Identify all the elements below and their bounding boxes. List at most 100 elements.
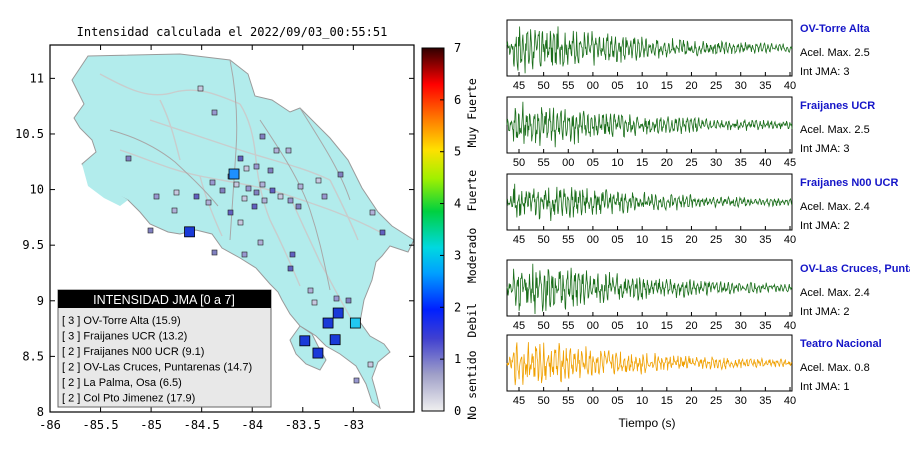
station-intensity-markers xyxy=(184,168,361,359)
map-y-tick-label: 8 xyxy=(37,405,44,419)
station-marker xyxy=(329,334,341,346)
station-int-jma: Int JMA: 3 xyxy=(800,143,850,155)
small-station-marker xyxy=(209,179,216,186)
colorbar-tick-label: 1 xyxy=(454,352,461,366)
station-acel-max: Acel. Max. 2.4 xyxy=(800,287,870,299)
small-station-marker xyxy=(237,155,244,162)
waveform-tick-label: 55 xyxy=(562,395,574,407)
small-station-marker xyxy=(245,185,252,192)
small-station-marker xyxy=(233,181,240,188)
waveform-tick-label: 35 xyxy=(759,320,771,332)
station-name: Teatro Nacional xyxy=(800,338,882,350)
waveform-tick-label: 30 xyxy=(735,80,747,92)
map-y-tick-label: 9.5 xyxy=(22,238,44,252)
map-x-tick-label: -85.5 xyxy=(82,418,118,432)
small-station-marker xyxy=(307,287,314,294)
map-y-tick-label: 10 xyxy=(30,183,44,197)
colorbar-category-label: No sentido xyxy=(465,350,479,419)
waveform-tick-label: 45 xyxy=(513,234,525,246)
waveform-panel: 45 50 55 00 05 10 15 20 25 30 35 40 OV-Las Cruces, P… xyxy=(506,259,910,332)
small-station-marker xyxy=(171,207,178,214)
small-station-marker xyxy=(253,189,260,196)
small-station-marker xyxy=(259,181,266,188)
station-name: Fraijanes N00 UCR xyxy=(800,177,898,189)
station-marker xyxy=(322,317,334,329)
colorbar-tick-label: 3 xyxy=(454,248,461,262)
small-station-marker xyxy=(311,299,318,306)
waveform-tick-label: 20 xyxy=(685,80,697,92)
legend-item: [ 2 ] OV-Las Cruces, Puntarenas (14.7) xyxy=(62,362,252,374)
colorbar-gradient xyxy=(421,47,445,412)
legend-item: [ 2 ] Fraijanes N00 UCR (9.1) xyxy=(62,346,204,358)
station-int-jma: Int JMA: 1 xyxy=(800,381,850,393)
waveform-tick-label: 20 xyxy=(685,234,697,246)
waveform-tick-label: 40 xyxy=(784,234,796,246)
station-int-jma: Int JMA: 2 xyxy=(800,220,850,232)
colorbar-tick-label: 5 xyxy=(454,145,461,159)
colorbar-tick-label: 4 xyxy=(454,197,461,211)
waveform-tick-label: 45 xyxy=(513,80,525,92)
waveform-tick-label: 55 xyxy=(562,80,574,92)
colorbar-ticks: 0 1 2 3 4 5 6 7 xyxy=(440,41,461,418)
legend-items: [ 3 ] OV-Torre Alta (15.9) [ 3 ] Fraijane… xyxy=(62,315,252,405)
small-station-marker xyxy=(219,187,226,194)
waveform-tick-label: 50 xyxy=(538,320,550,332)
waveform-tick-label: 10 xyxy=(636,320,648,332)
waveform-tick-label: 35 xyxy=(735,157,747,169)
waveform-tick-label: 35 xyxy=(759,395,771,407)
waveform-tick-label: 15 xyxy=(636,157,648,169)
waveform-tick-label: 30 xyxy=(735,395,747,407)
small-station-marker xyxy=(285,147,292,154)
waveform-tick-label: 05 xyxy=(611,320,623,332)
colorbar-category-label: Moderado xyxy=(465,228,479,283)
waveform-tick-label: 30 xyxy=(735,234,747,246)
waveform-tick-label: 45 xyxy=(513,320,525,332)
colorbar-category-label: Muy Fuerte xyxy=(465,78,479,147)
station-acel-max: Acel. Max. 0.8 xyxy=(800,362,870,374)
map-frame xyxy=(49,44,415,413)
small-station-marker xyxy=(241,195,248,202)
colorbar-category-label: Debil xyxy=(465,303,479,338)
waveform-tick-label: 00 xyxy=(587,234,599,246)
small-station-marker xyxy=(125,155,132,162)
small-station-marker xyxy=(321,193,328,200)
small-station-marker xyxy=(237,219,244,226)
waveform-panel: 45 50 55 00 05 10 15 20 25 30 35 40 Teatro Nacional A… xyxy=(506,334,882,407)
waveform-tick-label: 30 xyxy=(710,157,722,169)
small-station-markers xyxy=(125,85,386,384)
waveform-frame xyxy=(506,19,793,77)
small-station-marker xyxy=(345,297,352,304)
small-station-marker xyxy=(257,239,264,246)
small-station-marker xyxy=(369,209,376,216)
waveform-tick-label: 20 xyxy=(685,320,697,332)
map-y-ticks: 8 8.5 9 9.5 10 10.5 11 xyxy=(15,71,414,419)
station-acel-max: Acel. Max. 2.5 xyxy=(800,124,870,136)
waveform-tick-label: 50 xyxy=(513,157,525,169)
waveform-tick-label: 25 xyxy=(710,320,722,332)
colorbar: 0 1 2 3 4 5 6 7 No sentido Debil Moderado Fuerte Mu… xyxy=(421,41,479,420)
waveform-tick-label: 10 xyxy=(636,80,648,92)
waveform-panel: 45 50 55 00 05 10 15 20 25 30 35 40 Fraijanes N00 UC… xyxy=(506,173,898,246)
station-acel-max: Acel. Max. 2.5 xyxy=(800,47,870,59)
station-int-jma: Int JMA: 3 xyxy=(800,66,850,78)
waveform-tick-label: 20 xyxy=(661,157,673,169)
small-station-marker xyxy=(173,189,180,196)
map-y-tick-label: 10.5 xyxy=(15,127,44,141)
waveform-panel: 50 55 00 05 10 15 20 25 30 35 40 45 Fraijanes UCR Ace… xyxy=(506,96,875,169)
waveform-tick-label: 15 xyxy=(661,395,673,407)
colorbar-tick-label: 0 xyxy=(454,404,461,418)
waveform-trace xyxy=(506,342,793,386)
colorbar-tick-label: 6 xyxy=(454,93,461,107)
station-name: OV-Torre Alta xyxy=(800,23,871,35)
small-station-marker xyxy=(273,147,280,154)
map-x-tick-label: -83 xyxy=(342,418,364,432)
station-marker xyxy=(349,317,361,329)
map-x-tick-label: -86 xyxy=(39,418,61,432)
map-x-tick-label: -84 xyxy=(241,418,263,432)
station-marker xyxy=(299,335,311,347)
small-station-marker xyxy=(287,197,294,204)
waveform-tick-label: 05 xyxy=(611,80,623,92)
small-station-marker xyxy=(261,197,268,204)
station-int-jma: Int JMA: 2 xyxy=(800,306,850,318)
station-name: OV-Las Cruces, Puntar xyxy=(800,263,910,275)
